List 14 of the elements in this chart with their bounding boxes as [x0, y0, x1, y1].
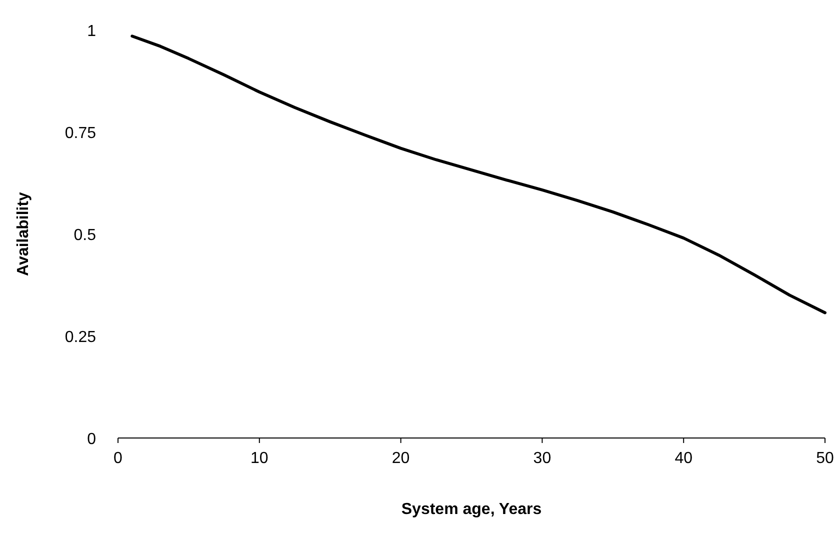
y-tick-label: 0.75: [64, 125, 96, 142]
y-tick-label: 0.5: [74, 227, 96, 244]
x-tick-label: 50: [816, 450, 834, 467]
x-tick-label: 10: [250, 450, 268, 467]
x-tick-label: 20: [392, 450, 410, 467]
x-tick-label: 40: [674, 450, 693, 467]
y-tick-label: 1: [87, 23, 96, 40]
line-series: [130, 34, 826, 314]
x-tick-label: 30: [533, 450, 552, 467]
x-tick-label: 0: [114, 450, 123, 467]
x-axis-title: System age, Years: [401, 501, 542, 518]
y-tick-label: 0: [87, 431, 96, 448]
y-axis-title: Availability: [15, 192, 32, 276]
y-tick-label: 0.25: [64, 329, 96, 346]
